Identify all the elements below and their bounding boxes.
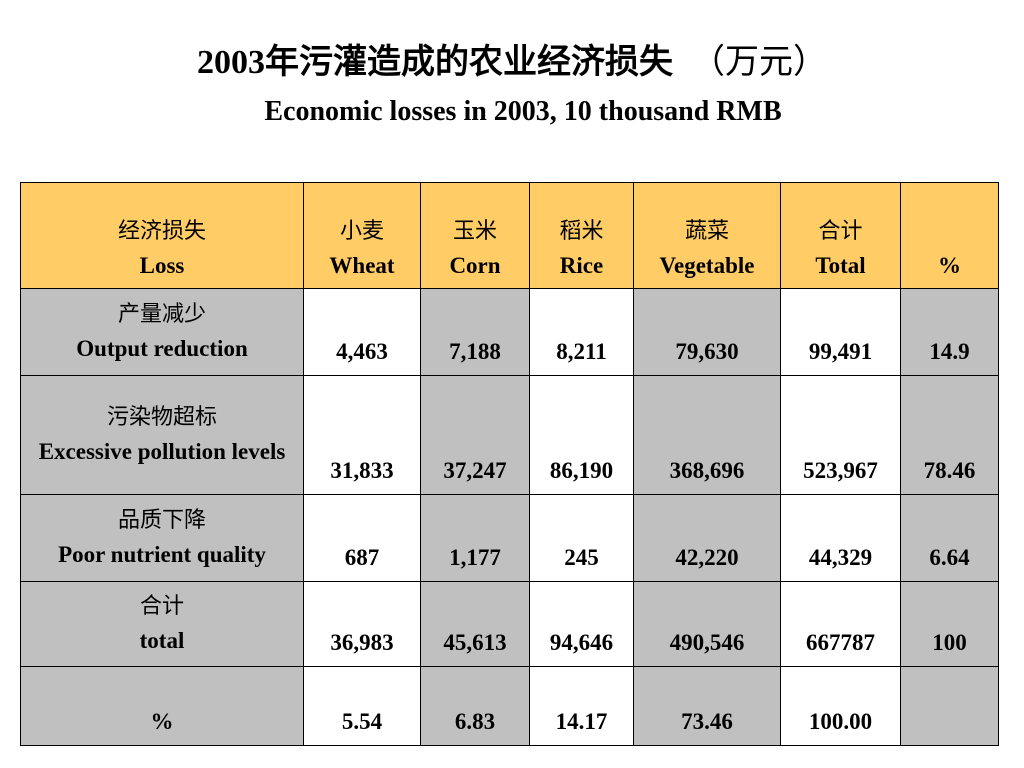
table-row: % 5.54 6.83 14.17 73.46 100.00 xyxy=(20,666,999,746)
row-label-cn: 产量减少 xyxy=(117,302,206,327)
table-cell: 667787 xyxy=(780,581,901,667)
table-cell: 100.00 xyxy=(780,666,901,746)
row-label-en: total xyxy=(139,628,185,653)
page-title: 2003年污灌造成的农业经济损失 （万元） xyxy=(0,34,1024,83)
table-cell: 94,646 xyxy=(529,581,634,667)
table-cell: 44,329 xyxy=(780,494,901,582)
table-cell: 100 xyxy=(900,581,999,667)
title-unit: （万元） xyxy=(691,44,827,81)
table-row: 污染物超标 Excessive pollution levels 31,833 3… xyxy=(20,375,999,495)
row-label-excessive-pollution: 污染物超标 Excessive pollution levels xyxy=(20,375,304,495)
table-cell: 7,188 xyxy=(420,288,530,376)
header-cell-corn: 玉米 Corn xyxy=(420,182,530,289)
header-label-en: Corn xyxy=(449,253,501,278)
header-label-cn: 稻米 xyxy=(559,219,604,244)
table-header-row: 经济损失 Loss 小麦 Wheat 玉米 Corn 稻米 Rice 蔬菜 Vegetab… xyxy=(20,182,999,289)
header-label-en: Loss xyxy=(139,253,185,278)
row-label-en: Excessive pollution levels xyxy=(38,439,286,464)
table-cell: 37,247 xyxy=(420,375,530,495)
table-cell: 36,983 xyxy=(303,581,421,667)
table-cell: 31,833 xyxy=(303,375,421,495)
table-cell: 8,211 xyxy=(529,288,634,376)
header-label-en: % xyxy=(938,253,961,278)
header-label-cn: 小麦 xyxy=(339,219,384,244)
table-cell: 5.54 xyxy=(303,666,421,746)
header-cell-loss: 经济损失 Loss xyxy=(20,182,304,289)
header-label-en: Wheat xyxy=(329,253,395,278)
table-cell xyxy=(900,666,999,746)
table-cell: 6.83 xyxy=(420,666,530,746)
table-cell: 78.46 xyxy=(900,375,999,495)
header-cell-vegetable: 蔬菜 Vegetable xyxy=(633,182,781,289)
table-cell: 687 xyxy=(303,494,421,582)
table-cell: 14.9 xyxy=(900,288,999,376)
table-cell: 73.46 xyxy=(633,666,781,746)
row-label-en: % xyxy=(150,709,174,734)
table-cell: 79,630 xyxy=(633,288,781,376)
row-label-percent: % xyxy=(20,666,304,746)
header-label-cn: 玉米 xyxy=(452,219,497,244)
table-cell: 490,546 xyxy=(633,581,781,667)
row-label-cn: 合计 xyxy=(139,594,184,619)
table-cell: 45,613 xyxy=(420,581,530,667)
title-chinese: 2003年污灌造成的农业经济损失 xyxy=(197,44,673,81)
table-row: 品质下降 Poor nutrient quality 687 1,177 245 … xyxy=(20,494,999,582)
row-label-total: 合计 total xyxy=(20,581,304,667)
table-row: 合计 total 36,983 45,613 94,646 490,546 667… xyxy=(20,581,999,667)
table-cell: 368,696 xyxy=(633,375,781,495)
table-cell: 6.64 xyxy=(900,494,999,582)
row-label-poor-nutrient-quality: 品质下降 Poor nutrient quality xyxy=(20,494,304,582)
table-cell: 1,177 xyxy=(420,494,530,582)
row-label-en: Output reduction xyxy=(76,336,248,361)
row-label-cn: 污染物超标 xyxy=(106,405,217,430)
table-cell: 245 xyxy=(529,494,634,582)
table-cell: 99,491 xyxy=(780,288,901,376)
table-cell: 523,967 xyxy=(780,375,901,495)
table-cell: 4,463 xyxy=(303,288,421,376)
economic-loss-table: 经济损失 Loss 小麦 Wheat 玉米 Corn 稻米 Rice 蔬菜 Vegetab… xyxy=(20,182,999,746)
header-label-cn: 合计 xyxy=(818,219,863,244)
header-cell-percent: % xyxy=(900,182,999,289)
header-cell-rice: 稻米 Rice xyxy=(529,182,634,289)
header-label-cn: 经济损失 xyxy=(117,219,206,244)
row-label-output-reduction: 产量减少 Output reduction xyxy=(20,288,304,376)
header-cell-wheat: 小麦 Wheat xyxy=(303,182,421,289)
table-cell: 14.17 xyxy=(529,666,634,746)
table-row: 产量减少 Output reduction 4,463 7,188 8,211 7… xyxy=(20,288,999,376)
row-label-en: Poor nutrient quality xyxy=(58,542,266,567)
header-label-en: Rice xyxy=(559,253,604,278)
header-label-cn: 蔬菜 xyxy=(684,219,729,244)
table-cell: 86,190 xyxy=(529,375,634,495)
header-cell-total: 合计 Total xyxy=(780,182,901,289)
row-label-cn: 品质下降 xyxy=(117,508,206,533)
header-label-en: Vegetable xyxy=(659,253,755,278)
table-cell: 42,220 xyxy=(633,494,781,582)
header-label-en: Total xyxy=(815,253,866,278)
page-subtitle: Economic losses in 2003, 10 thousand RMB xyxy=(264,96,782,127)
